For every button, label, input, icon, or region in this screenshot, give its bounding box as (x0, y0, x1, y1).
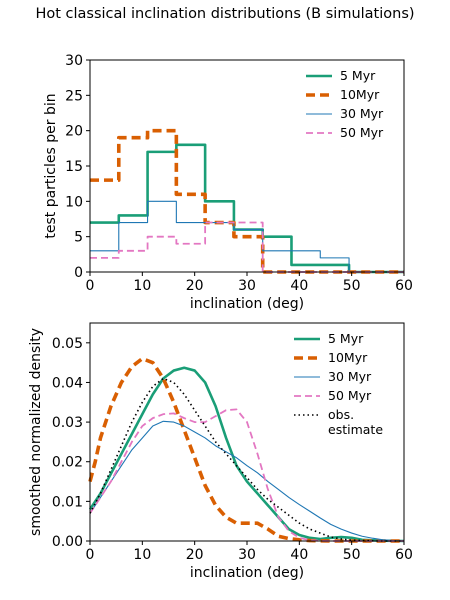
series-line-10myr (88, 356, 404, 543)
y-axis-label: test particles per bin (43, 93, 59, 238)
series-line-30-myr (90, 200, 404, 273)
x-tick-label: 0 (86, 547, 95, 563)
x-tick-label: 20 (186, 547, 204, 563)
figure-title: Hot classical inclination distributions … (35, 6, 415, 22)
y-tick-label: 30 (65, 53, 83, 69)
x-tick-label: 30 (238, 278, 256, 294)
x-tick-label: 50 (343, 547, 361, 563)
legend-label: 30 Myr (328, 369, 372, 384)
x-tick-label: 40 (290, 547, 308, 563)
y-tick-label: 20 (65, 124, 83, 140)
legend-label: 5 Myr (340, 68, 376, 83)
series-line-10myr (90, 128, 404, 274)
x-tick-label: 10 (133, 278, 151, 294)
density-panel: 0 10 20 30 40 50 60 0.00 0.01 0.02 0.03 0.04 0.05 inc… (28, 322, 413, 581)
x-axis-label: inclination (deg) (190, 296, 304, 312)
series-line-5-myr (90, 143, 404, 274)
y-tick-label: 0.03 (52, 415, 83, 431)
x-tick-label: 60 (395, 278, 413, 294)
x-tick-label: 40 (290, 278, 308, 294)
y-tick-label: 0 (74, 265, 83, 281)
y-tick-label: 5 (74, 230, 83, 246)
legend-label: 30 Myr (340, 106, 384, 121)
histogram-panel: 0 10 20 30 40 50 60 0 5 10 15 20 25 30 inclination (de… (43, 53, 413, 312)
legend-label: 50 Myr (328, 388, 372, 403)
x-tick-label: 50 (343, 278, 361, 294)
legend-label: obs. (328, 407, 354, 422)
legend-label: estimate (328, 422, 383, 437)
y-tick-label: 0.01 (52, 494, 83, 510)
y-tick-label: 0.00 (52, 534, 83, 550)
x-tick-label: 60 (395, 547, 413, 563)
series-line-50-myr (89, 408, 404, 542)
y-tick-label: 25 (65, 88, 83, 104)
x-tick-label: 10 (133, 547, 151, 563)
x-tick-label: 0 (86, 278, 95, 294)
legend-label: 50 Myr (340, 125, 384, 140)
y-tick-label: 0.05 (52, 336, 83, 352)
series-line-30-myr (89, 420, 405, 542)
x-tick-label: 30 (238, 547, 256, 563)
y-tick-label: 0.04 (52, 375, 83, 391)
x-tick-label: 20 (186, 278, 204, 294)
legend-label: 5 Myr (328, 331, 364, 346)
y-tick-label: 15 (65, 159, 83, 175)
legend-label: 10Myr (340, 87, 380, 102)
y-axis-label: smoothed normalized density (28, 328, 44, 536)
series-line-50-myr (90, 221, 404, 273)
y-tick-label: 0.02 (52, 455, 83, 471)
x-axis-label: inclination (deg) (190, 565, 304, 581)
y-tick-label: 10 (65, 194, 83, 210)
legend-label: 10Myr (328, 350, 368, 365)
